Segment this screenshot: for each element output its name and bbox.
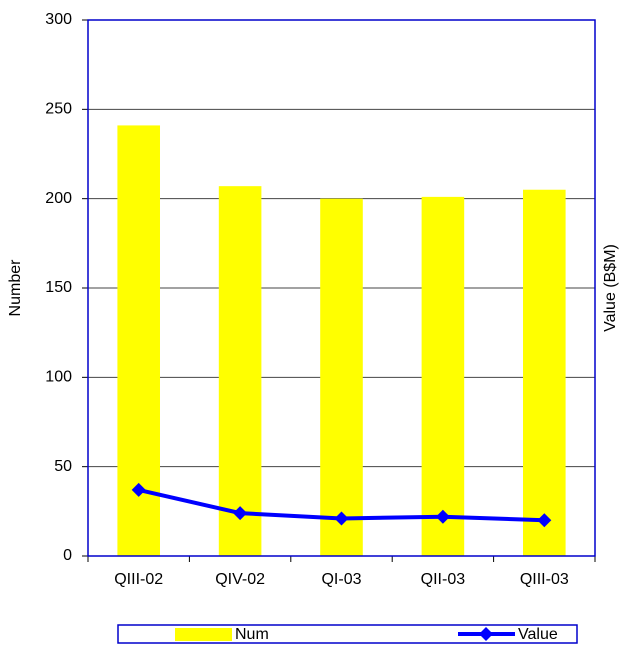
- x-tick-label: QI-03: [321, 571, 361, 588]
- y-tick-label: 250: [45, 101, 72, 118]
- line-marker: [334, 511, 349, 526]
- y-tick-label: 0: [63, 547, 72, 564]
- legend-marker: [479, 627, 493, 641]
- x-tick-label: QIII-03: [520, 571, 569, 588]
- line-marker: [131, 482, 146, 497]
- bar: [523, 189, 566, 556]
- x-tick-label: QIV-02: [215, 571, 265, 588]
- plot-frame: [87, 19, 596, 557]
- legend-swatch: [175, 628, 232, 641]
- y-tick-label: 200: [45, 190, 72, 207]
- x-tick-label: QII-03: [421, 571, 466, 588]
- y-tick-label: 50: [54, 458, 72, 475]
- legend-label: Num: [235, 626, 269, 643]
- y-tick-label: 300: [45, 11, 72, 28]
- line-marker: [233, 506, 248, 521]
- bar: [218, 186, 262, 556]
- y-tick-label: 150: [45, 279, 72, 296]
- y-tick-label: 100: [45, 369, 72, 386]
- line-marker: [435, 509, 450, 524]
- bar: [421, 196, 465, 556]
- legend-label: Value: [518, 626, 558, 643]
- y2-axis-label: Value (B$M): [602, 244, 619, 332]
- x-tick-label: QIII-02: [114, 571, 163, 588]
- line-marker: [537, 513, 552, 528]
- legend-box: [117, 624, 578, 644]
- y-axis-label: Number: [7, 259, 24, 317]
- bar: [320, 198, 363, 556]
